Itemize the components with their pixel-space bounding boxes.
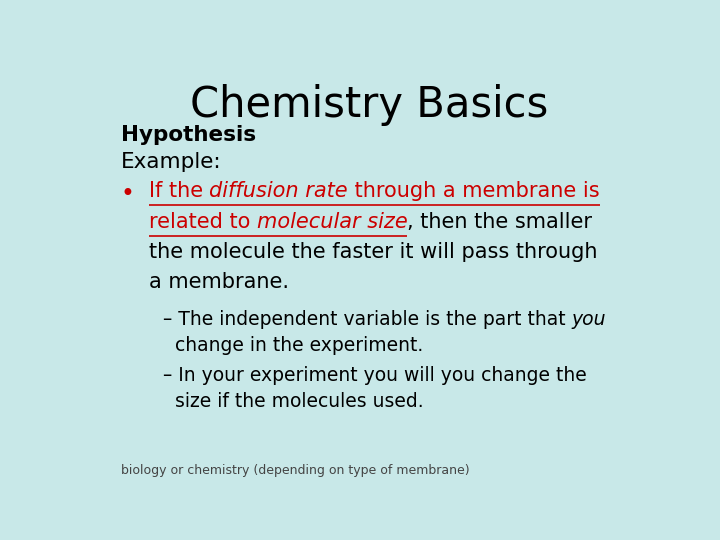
- Text: , then the smaller: , then the smaller: [408, 212, 593, 232]
- Text: – The independent variable is the part that: – The independent variable is the part t…: [163, 310, 571, 329]
- Text: through a membrane is: through a membrane is: [348, 181, 600, 201]
- Text: Hypothesis: Hypothesis: [121, 125, 256, 145]
- Text: a membrane.: a membrane.: [148, 272, 289, 292]
- Text: change in the experiment.: change in the experiment.: [175, 336, 423, 355]
- Text: related to: related to: [148, 212, 256, 232]
- Text: molecular size: molecular size: [256, 212, 408, 232]
- Text: Chemistry Basics: Chemistry Basics: [190, 84, 548, 125]
- Text: – In your experiment you will you change the: – In your experiment you will you change…: [163, 366, 586, 385]
- Text: Example:: Example:: [121, 152, 221, 172]
- Text: size if the molecules used.: size if the molecules used.: [175, 393, 423, 411]
- Text: •: •: [121, 182, 135, 206]
- Text: If the: If the: [148, 181, 210, 201]
- Text: biology or chemistry (depending on type of membrane): biology or chemistry (depending on type …: [121, 464, 469, 477]
- Text: diffusion rate: diffusion rate: [210, 181, 348, 201]
- Text: the molecule the faster it will pass through: the molecule the faster it will pass thr…: [148, 242, 597, 262]
- Text: you: you: [571, 310, 606, 329]
